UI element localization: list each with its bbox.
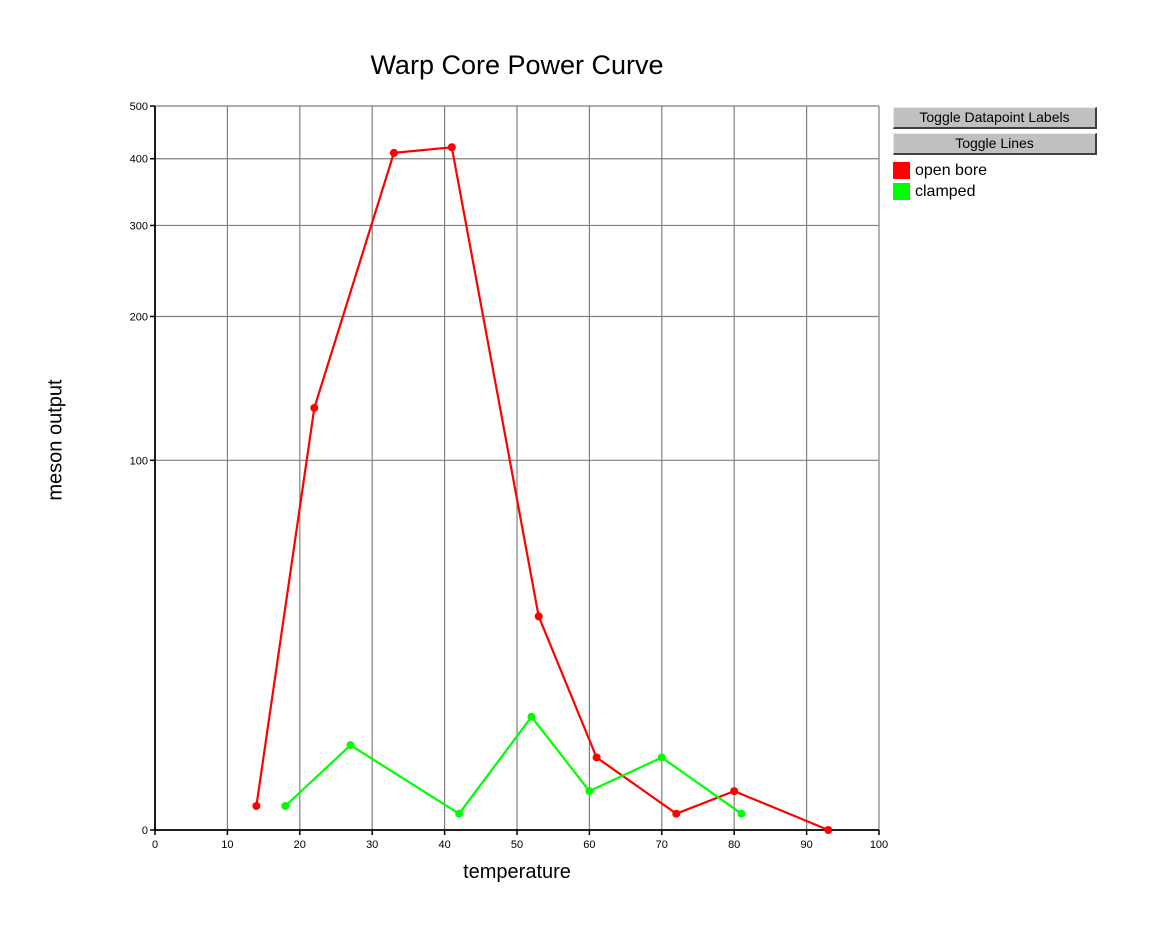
toggle-lines-button[interactable]: Toggle Lines xyxy=(893,133,1097,155)
data-point-open-bore xyxy=(730,787,739,796)
x-tick-label: 100 xyxy=(870,839,888,851)
data-point-open-bore xyxy=(824,826,833,834)
y-tick-label: 200 xyxy=(130,311,148,323)
data-point-clamped xyxy=(281,801,290,810)
series-line-clamped xyxy=(284,715,743,815)
data-point-open-bore xyxy=(389,148,398,157)
y-tick-label: 500 xyxy=(130,101,148,113)
data-point-open-bore xyxy=(447,143,456,152)
toggle-datapoint-labels-button[interactable]: Toggle Datapoint Labels xyxy=(893,107,1097,129)
x-tick-label: 50 xyxy=(511,839,523,851)
data-point-clamped xyxy=(585,787,594,796)
y-tick-label: 100 xyxy=(130,455,148,467)
data-point-open-bore xyxy=(310,403,319,412)
x-tick-label: 60 xyxy=(583,839,595,851)
x-axis-label: temperature xyxy=(463,861,571,883)
x-tick-label: 10 xyxy=(221,839,233,851)
data-point-open-bore xyxy=(252,801,261,810)
series-line-open-bore xyxy=(255,146,829,832)
legend-label-clamped: clamped xyxy=(915,182,976,200)
data-point-open-bore xyxy=(672,809,681,818)
data-point-clamped xyxy=(657,753,666,762)
legend: open bore clamped xyxy=(893,160,987,202)
data-point-clamped xyxy=(346,741,355,750)
x-tick-label: 80 xyxy=(728,839,740,851)
data-point-clamped xyxy=(455,809,464,818)
legend-swatch-open-bore xyxy=(893,162,910,179)
x-tick-label: 30 xyxy=(366,839,378,851)
legend-label-open-bore: open bore xyxy=(915,161,988,179)
legend-swatch-clamped xyxy=(893,183,910,200)
data-point-clamped xyxy=(527,712,536,721)
legend-item-clamped[interactable]: clamped xyxy=(893,181,987,202)
x-tick-label: 40 xyxy=(438,839,450,851)
y-tick-label: 0 xyxy=(142,825,148,837)
y-axis-label: meson output xyxy=(44,379,67,501)
x-tick-label: 70 xyxy=(656,839,668,851)
y-tick-label: 300 xyxy=(130,220,148,232)
x-tick-label: 0 xyxy=(152,839,158,851)
y-tick-label: 400 xyxy=(130,154,148,166)
data-point-clamped xyxy=(737,809,746,818)
data-point-open-bore xyxy=(534,612,543,621)
chart-title: Warp Core Power Curve xyxy=(370,50,664,80)
legend-item-open-bore[interactable]: open bore xyxy=(893,160,987,181)
x-tick-label: 20 xyxy=(294,839,306,851)
x-tick-label: 90 xyxy=(800,839,812,851)
data-point-open-bore xyxy=(592,753,601,762)
